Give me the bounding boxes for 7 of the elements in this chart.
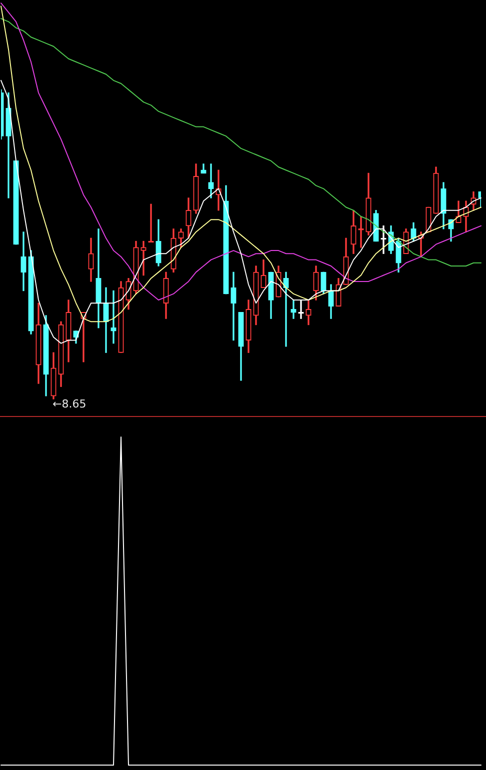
candlestick <box>110 290 116 344</box>
candlestick <box>230 272 236 341</box>
annotation: ←8.65 <box>52 397 86 410</box>
candlestick <box>283 272 289 347</box>
candlestick <box>290 300 296 319</box>
candlestick <box>140 240 146 276</box>
candlestick <box>208 164 214 198</box>
